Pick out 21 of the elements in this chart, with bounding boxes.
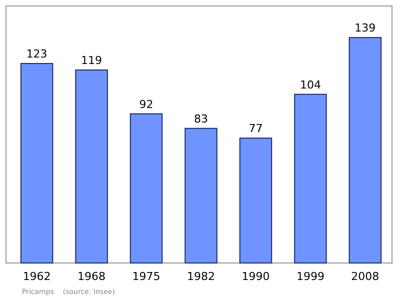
- x-tick-label: 1975: [132, 270, 160, 283]
- data-label: 119: [81, 54, 102, 67]
- x-tick-label: 2008: [351, 270, 380, 283]
- data-label: 83: [194, 112, 208, 126]
- bar: [184, 128, 218, 264]
- bar: [239, 138, 272, 264]
- bar: [130, 113, 163, 264]
- x-tick-label: 1990: [242, 270, 270, 283]
- data-label: 139: [354, 22, 376, 35]
- x-tick-label: 1999: [296, 270, 324, 283]
- data-label: 123: [26, 48, 48, 61]
- bar: [20, 63, 54, 264]
- x-tick-label: 1982: [187, 270, 215, 283]
- data-label: 104: [300, 78, 321, 92]
- bar: [348, 37, 382, 264]
- data-label: 92: [139, 98, 154, 111]
- bar: [75, 70, 108, 264]
- data-label: 77: [248, 122, 263, 136]
- x-tick-label: 1968: [78, 270, 106, 283]
- x-tick-label: 1962: [22, 270, 51, 283]
- bar: [294, 94, 327, 264]
